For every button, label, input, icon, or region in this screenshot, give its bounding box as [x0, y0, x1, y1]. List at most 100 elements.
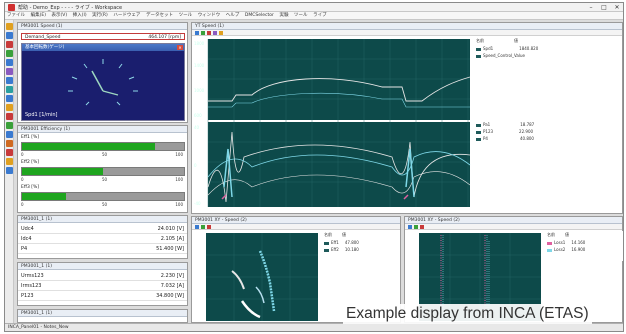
maximize-button[interactable]: □: [601, 4, 607, 11]
config-icon[interactable]: [6, 104, 13, 111]
efficiency-panel-title: PM3001 Efficiency (1): [18, 126, 187, 133]
demand-speed-field[interactable]: Demand_Speed 464.107 [rpm]: [21, 33, 185, 40]
row-name: Idc4: [21, 236, 32, 242]
window-title: 帮助 - Demo_Exp - - - - ライブ - Workspace: [18, 5, 123, 11]
legend-item[interactable]: Eff1 47.800: [322, 239, 400, 246]
save-icon[interactable]: [6, 32, 13, 39]
legend-item[interactable]: Pa1 18.787: [474, 121, 622, 128]
calibrate-icon[interactable]: [6, 68, 13, 75]
cursor-icon[interactable]: [207, 225, 211, 229]
pan-icon[interactable]: [201, 225, 205, 229]
legend-item-name: Spd1: [483, 46, 494, 51]
zoom-icon[interactable]: [195, 31, 199, 35]
legend-item-name: Eff1: [331, 240, 339, 245]
yt-speed-panel: YT Speed (1) 1800 1400 1000 600 40 0 -40 名前 値 …: [191, 22, 623, 214]
menu-item-dmcselector[interactable]: DMCSelector: [244, 13, 274, 18]
export-icon[interactable]: [219, 31, 223, 35]
help-icon[interactable]: [6, 167, 13, 174]
menu-item-view[interactable]: 表示(V): [51, 13, 68, 18]
menu-item-tools2[interactable]: ツール: [294, 13, 308, 18]
stop-icon[interactable]: [6, 113, 13, 120]
cursor-icon[interactable]: [420, 225, 424, 229]
gauge-window: 基本回転数(ゲージ) ✕ Spd1 [1/min]: [21, 43, 185, 121]
efficiency-bar: [21, 192, 185, 201]
yt-speed-title: YT Speed (1): [192, 23, 622, 30]
legend-item[interactable]: P123 22.900: [474, 128, 622, 135]
variable-icon[interactable]: [6, 131, 13, 138]
warning-icon[interactable]: [6, 140, 13, 147]
layout-icon[interactable]: [6, 95, 13, 102]
row-value: 34.800 [W]: [156, 293, 184, 299]
play-icon[interactable]: [6, 122, 13, 129]
menu-item-run[interactable]: 実行(R): [92, 13, 108, 18]
row-value: 7.032 [A]: [160, 283, 184, 289]
menu-item-dataset[interactable]: データセット: [146, 13, 173, 18]
measure-icon[interactable]: [6, 59, 13, 66]
legend-item[interactable]: Spd1 1840.820: [474, 45, 622, 52]
menu-item-help[interactable]: ヘルプ: [225, 13, 240, 18]
svg-text:1400: 1400: [194, 63, 205, 68]
row-name: Urms123: [21, 273, 44, 279]
legend-item[interactable]: Loss2 16.900: [545, 246, 623, 253]
efficiency-bar-fill: [22, 193, 66, 200]
gauge-title: 基本回転数(ゲージ): [25, 45, 65, 50]
row-value: 2.105 [A]: [160, 236, 184, 242]
xy-left-title: PM3001 XY - Speed (2): [192, 217, 400, 224]
minimize-button[interactable]: –: [589, 4, 593, 11]
legend-item-name: P4: [483, 136, 488, 141]
lock-icon[interactable]: [6, 158, 13, 165]
efficiency-bar: [21, 142, 185, 151]
menu-item-file[interactable]: ファイル: [7, 13, 25, 18]
xy-right-toolbar: [405, 224, 622, 230]
demand-speed-value: 464.107 [rpm]: [148, 35, 181, 40]
yt-plot: 1800 1400 1000 600 40 0 -40: [194, 39, 471, 207]
menu-item-window[interactable]: ウィンドウ: [197, 13, 221, 18]
menu-item-tools[interactable]: ツール: [178, 13, 193, 18]
folder-icon[interactable]: [6, 23, 13, 30]
yt-legend-top: 名前 値 Spd1 1840.820 Speed_Control_Value: [474, 37, 622, 117]
title-bar: 帮助 - Demo_Exp - - - - ライブ - Workspace – …: [5, 3, 623, 12]
values-panel-3: PM3001_1 (1): [17, 309, 188, 323]
menu-item-live[interactable]: ライブ: [313, 13, 327, 18]
legend-item[interactable]: Loss1 14.160: [545, 239, 623, 246]
zoom-icon[interactable]: [408, 225, 412, 229]
gauge-title-bar: 基本回転数(ゲージ) ✕: [22, 44, 184, 51]
gauge-close-button[interactable]: ✕: [177, 45, 183, 50]
menu-item-hardware[interactable]: ハードウェア: [113, 13, 141, 18]
start-icon[interactable]: [6, 50, 13, 57]
table-icon[interactable]: [6, 77, 13, 84]
efficiency-tick-label: 100: [175, 152, 183, 157]
legend-name-header: 名前: [476, 38, 484, 43]
legend-item[interactable]: Eff2 10.180: [322, 246, 400, 253]
menu-item-insert[interactable]: 挿入(I): [72, 13, 87, 18]
svg-text:1000: 1000: [194, 88, 205, 93]
figure-caption: Example display from INCA (ETAS): [343, 304, 592, 324]
status-text: INCA_Panel01 - Notes_New: [8, 325, 69, 330]
efficiency-bar-fill: [22, 168, 103, 175]
pan-icon[interactable]: [414, 225, 418, 229]
efficiency-tick-label: 50: [102, 202, 108, 207]
legend-item[interactable]: Speed_Control_Value: [474, 52, 622, 59]
pan-icon[interactable]: [201, 31, 205, 35]
gauge-dial: [68, 59, 138, 106]
efficiency-bar: [21, 167, 185, 176]
cursor-icon[interactable]: [207, 31, 211, 35]
menu-item-edit[interactable]: 編集(E): [30, 13, 46, 18]
xy-right-legend: 名前 値 Loss1 14.160 Loss2 16.900: [545, 231, 623, 261]
values-panel-1-title: PM3001_1 (1): [18, 216, 187, 223]
chart-icon[interactable]: [6, 86, 13, 93]
legend-item[interactable]: P4 40.800: [474, 135, 622, 142]
speed-panel-title: PM3001 Speed (1): [18, 23, 187, 30]
svg-text:40: 40: [194, 125, 200, 130]
menu-item-experiment[interactable]: 実験: [279, 13, 289, 18]
legend-item-value: 40.800: [519, 136, 534, 141]
close-button[interactable]: ✕: [614, 4, 620, 11]
record-icon[interactable]: [6, 41, 13, 48]
table-row: Udc4 24.010 [V]: [18, 225, 187, 234]
zoom-icon[interactable]: [195, 225, 199, 229]
record2-icon[interactable]: [6, 149, 13, 156]
xy-left-legend: 名前 値 Eff1 47.800 Eff2 10.180: [322, 231, 400, 261]
settings-icon[interactable]: [213, 31, 217, 35]
legend-item-name: Loss1: [554, 240, 566, 245]
values-panel-2: PM3001_1 (1) Urms123 2.230 [V] Irms123 7…: [17, 262, 188, 306]
